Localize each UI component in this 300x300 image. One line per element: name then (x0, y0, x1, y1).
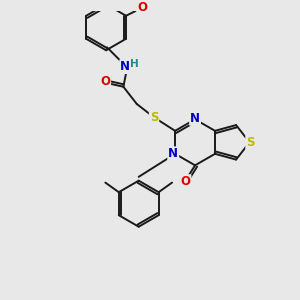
Text: O: O (181, 175, 190, 188)
Text: H: H (130, 59, 139, 69)
Text: O: O (137, 1, 147, 13)
Text: S: S (150, 111, 158, 124)
Text: N: N (168, 147, 178, 160)
Text: N: N (120, 60, 130, 73)
Text: N: N (190, 112, 200, 125)
Text: S: S (246, 136, 255, 149)
Text: O: O (100, 75, 110, 88)
